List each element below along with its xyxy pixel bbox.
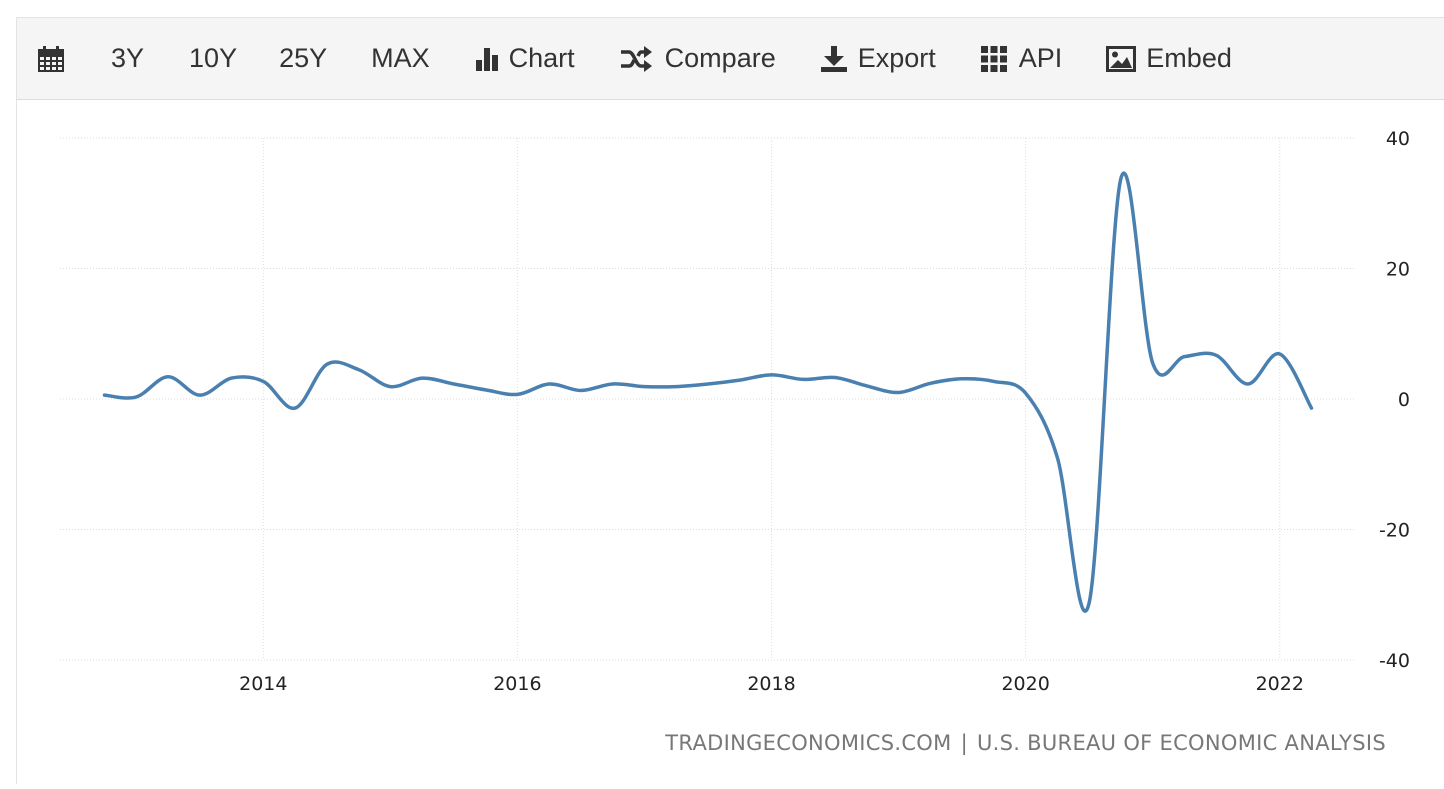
range-3y-button[interactable]: 3Y — [111, 18, 144, 99]
x-tick-label: 2018 — [747, 673, 795, 695]
shuffle-icon — [619, 45, 653, 73]
download-icon — [820, 45, 848, 73]
y-tick-label: -40 — [1379, 650, 1410, 672]
compare-button[interactable]: Compare — [619, 18, 776, 99]
range-max-label: MAX — [371, 43, 430, 73]
export-button[interactable]: Export — [820, 18, 936, 99]
source-separator: | — [960, 731, 968, 755]
y-tick-label: 0 — [1398, 389, 1410, 411]
source-agency: U.S. BUREAU OF ECONOMIC ANALYSIS — [976, 731, 1386, 755]
y-tick-label: 40 — [1386, 128, 1410, 150]
x-tick-label: 2020 — [1001, 673, 1049, 695]
export-label: Export — [857, 43, 936, 73]
chart-button[interactable]: Chart — [474, 18, 575, 99]
x-tick-label: 2022 — [1256, 673, 1304, 695]
compare-label: Compare — [664, 43, 776, 73]
y-tick-label: 20 — [1386, 259, 1410, 281]
range-25y-button[interactable]: 25Y — [279, 18, 327, 99]
api-label: API — [1018, 43, 1063, 73]
image-icon — [1106, 45, 1137, 72]
range-3y-label: 3Y — [111, 43, 145, 73]
y-tick-label: -20 — [1379, 520, 1410, 542]
embed-label: Embed — [1146, 43, 1232, 73]
embed-button[interactable]: Embed — [1106, 18, 1232, 99]
bar-chart-icon — [474, 45, 502, 73]
toolbar: 3Y 10Y 25Y MAX Chart Compare — [17, 18, 1444, 100]
range-max-button[interactable]: MAX — [371, 18, 430, 99]
source-site: TRADINGECONOMICS.COM — [665, 731, 952, 755]
source-attribution: TRADINGECONOMICS.COM | U.S. BUREAU OF ECON… — [665, 731, 1386, 755]
range-10y-button[interactable]: 10Y — [189, 18, 237, 99]
api-button[interactable]: API — [980, 18, 1063, 99]
calendar-button[interactable] — [37, 18, 65, 99]
widget-frame — [16, 17, 1444, 784]
range-25y-label: 25Y — [279, 43, 328, 73]
chart-label: Chart — [508, 43, 575, 73]
grid-icon — [980, 45, 1008, 73]
range-10y-label: 10Y — [189, 43, 238, 73]
x-tick-label: 2014 — [239, 673, 287, 695]
x-tick-label: 2016 — [493, 673, 541, 695]
calendar-icon — [37, 45, 65, 73]
series-line — [102, 171, 1314, 613]
